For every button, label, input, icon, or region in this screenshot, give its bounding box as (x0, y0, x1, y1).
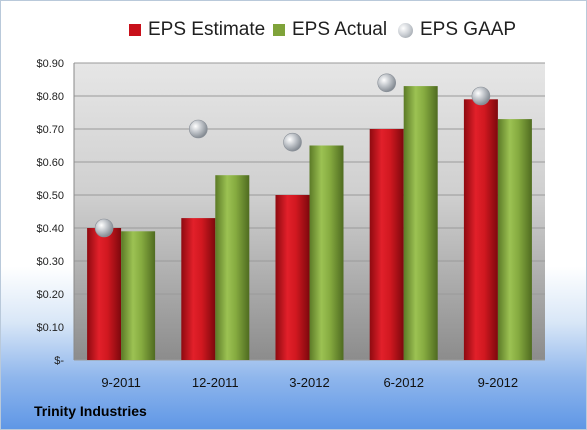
gaap-bubble (189, 119, 208, 139)
legend-label-estimate: EPS Estimate (148, 19, 266, 40)
y-tick-label: $- (54, 355, 64, 367)
bar-eps-estimate (463, 99, 498, 361)
legend-item-eps-gaap: EPS GAAP (398, 15, 516, 45)
y-tick-label: $0.60 (36, 157, 64, 169)
x-tick-label: 6-2012 (383, 375, 423, 390)
bar-eps-actual (403, 86, 438, 360)
y-tick-label: $0.90 (36, 58, 64, 70)
y-tick-label: $0.80 (36, 91, 64, 103)
x-tick-label: 9-2012 (478, 375, 518, 390)
bar-eps-actual (309, 145, 344, 360)
y-tick-label: $0.70 (36, 124, 64, 136)
legend-label-gaap: EPS GAAP (420, 19, 517, 40)
bar-eps-estimate (181, 218, 216, 360)
y-tick-label: $0.50 (36, 190, 64, 202)
bar-eps-estimate (369, 129, 404, 360)
bar-eps-actual (121, 231, 156, 360)
x-axis-ticks: 9-2011 12-2011 3-2012 6-2012 9-2012 (101, 375, 518, 390)
legend-item-eps-estimate: EPS Estimate (129, 15, 265, 45)
legend-item-eps-actual: EPS Actual (273, 15, 387, 45)
gaap-bubbles (94, 73, 491, 238)
legend-label-actual: EPS Actual (292, 19, 388, 40)
gaap-bubble (471, 86, 491, 106)
x-tick-label: 9-2011 (101, 375, 141, 390)
y-tick-label: $0.40 (36, 223, 64, 235)
legend: EPS Estimate EPS Actual EPS GAAP (1, 15, 586, 45)
gaap-bubble (94, 218, 114, 238)
bar-eps-actual (215, 175, 250, 360)
y-tick-label: $0.10 (36, 322, 64, 334)
x-tick-label: 12-2011 (192, 375, 239, 390)
legend-swatch-estimate (129, 24, 141, 36)
bar-eps-estimate (275, 195, 310, 360)
bars (87, 86, 532, 361)
y-tick-label: $0.20 (36, 289, 64, 301)
company-label: Trinity Industries (34, 403, 147, 419)
bar-eps-actual (497, 119, 532, 360)
x-tick-label: 3-2012 (289, 375, 329, 390)
legend-bubble-gaap (398, 22, 413, 38)
gaap-bubble (377, 73, 397, 93)
bar-eps-estimate (87, 228, 122, 360)
legend-swatch-actual (273, 24, 285, 36)
y-tick-label: $0.30 (36, 256, 64, 268)
gaap-bubble (283, 132, 302, 152)
y-axis-ticks: $- $0.10 $0.20 $0.30 $0.40 $0.50 $0.60 $0.70 $0.… (36, 58, 64, 367)
